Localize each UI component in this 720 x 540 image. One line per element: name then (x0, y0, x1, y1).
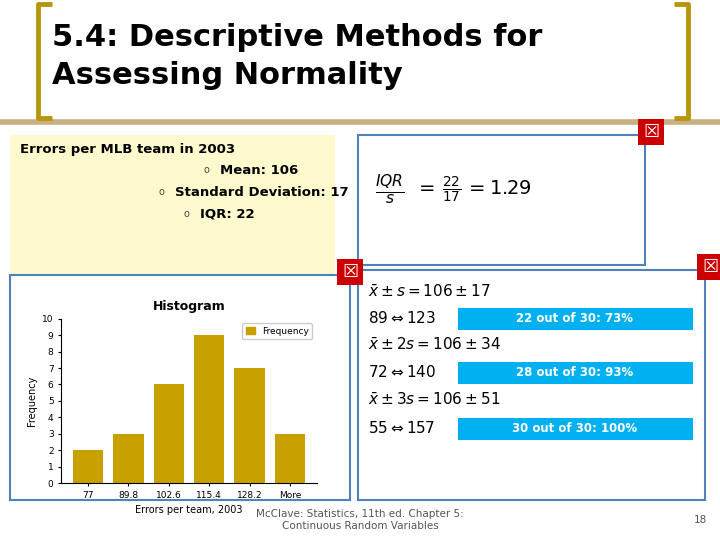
FancyBboxPatch shape (358, 135, 645, 265)
Text: o: o (158, 187, 164, 197)
Text: ☒: ☒ (643, 123, 659, 141)
Text: 22 out of 30: 73%: 22 out of 30: 73% (516, 312, 634, 325)
Text: Errors per MLB team in 2003: Errors per MLB team in 2003 (20, 144, 235, 157)
FancyBboxPatch shape (697, 254, 720, 280)
Text: McClave: Statistics, 11th ed. Chapter 5:
Continuous Random Variables: McClave: Statistics, 11th ed. Chapter 5:… (256, 509, 464, 531)
X-axis label: Errors per team, 2003: Errors per team, 2003 (135, 505, 243, 516)
Text: 28 out of 30: 93%: 28 out of 30: 93% (516, 366, 634, 379)
FancyBboxPatch shape (10, 135, 335, 275)
Bar (153, 384, 184, 483)
Text: ☒: ☒ (342, 263, 358, 281)
Bar (194, 335, 225, 483)
Text: $\frac{IQR}{s}$: $\frac{IQR}{s}$ (375, 173, 405, 207)
FancyBboxPatch shape (358, 270, 705, 500)
Text: $\bar{x} \pm 3s = 106 \pm 51$: $\bar{x} \pm 3s = 106 \pm 51$ (368, 392, 500, 408)
Text: 18: 18 (693, 515, 706, 525)
Text: Assessing Normality: Assessing Normality (52, 60, 402, 90)
Text: $72 \Leftrightarrow 140$: $72 \Leftrightarrow 140$ (368, 364, 436, 380)
Title: Histogram: Histogram (153, 300, 225, 313)
FancyBboxPatch shape (337, 259, 363, 285)
Text: 5.4: Descriptive Methods for: 5.4: Descriptive Methods for (52, 23, 542, 51)
Text: $\bar{x} \pm 2s = 106 \pm 34$: $\bar{x} \pm 2s = 106 \pm 34$ (368, 337, 501, 353)
Text: Mean: 106: Mean: 106 (220, 164, 298, 177)
Text: Standard Deviation: 17: Standard Deviation: 17 (175, 186, 348, 199)
Text: IQR: 22: IQR: 22 (200, 207, 255, 220)
FancyBboxPatch shape (458, 362, 693, 384)
Text: o: o (183, 209, 189, 219)
FancyBboxPatch shape (458, 418, 693, 440)
Text: $=\, \frac{22}{17}\, =1.29$: $=\, \frac{22}{17}\, =1.29$ (415, 175, 531, 205)
Text: $89 \Leftrightarrow 123$: $89 \Leftrightarrow 123$ (368, 310, 436, 326)
Bar (275, 434, 305, 483)
FancyBboxPatch shape (458, 308, 693, 330)
Text: ☒: ☒ (702, 258, 718, 276)
Bar (73, 450, 103, 483)
Text: $\bar{x} \pm s = 106 \pm 17$: $\bar{x} \pm s = 106 \pm 17$ (368, 284, 491, 300)
Legend: Frequency: Frequency (242, 323, 312, 339)
FancyBboxPatch shape (10, 275, 350, 500)
Text: 30 out of 30: 100%: 30 out of 30: 100% (513, 422, 638, 435)
Text: o: o (203, 165, 209, 175)
Bar (235, 368, 265, 483)
Text: $55 \Leftrightarrow 157$: $55 \Leftrightarrow 157$ (368, 420, 435, 436)
Bar (113, 434, 143, 483)
Y-axis label: Frequency: Frequency (27, 376, 37, 426)
FancyBboxPatch shape (638, 119, 664, 145)
